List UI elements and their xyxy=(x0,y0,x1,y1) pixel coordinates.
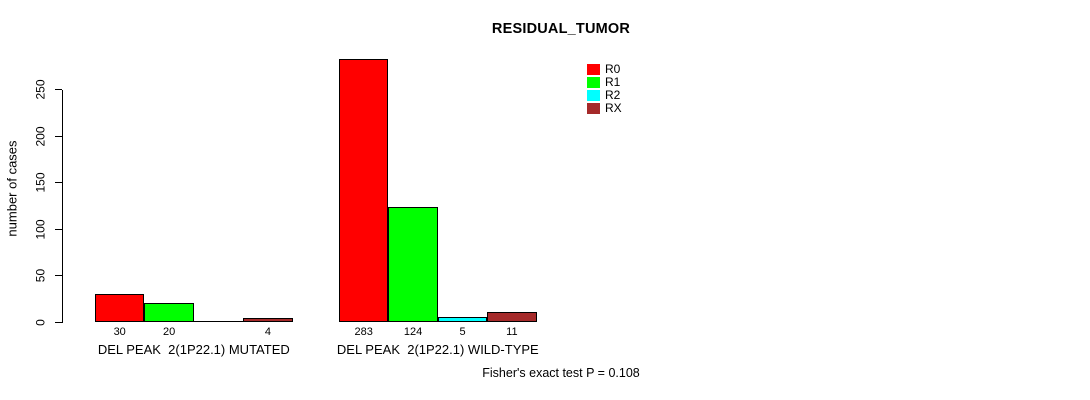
y-tick-200 xyxy=(55,135,62,137)
y-tick-label-250: 250 xyxy=(33,79,48,100)
bar-value-r1-group2: 124 xyxy=(403,326,423,338)
y-tick-label-100: 100 xyxy=(33,218,48,240)
bar-value-r0-group2: 283 xyxy=(354,326,373,338)
chart-title: RESIDUAL_TUMOR xyxy=(491,21,631,37)
bar-value-r1-group1: 20 xyxy=(162,326,176,338)
y-tick-label-50: 50 xyxy=(33,268,48,283)
y-tick-label-0: 0 xyxy=(33,318,48,326)
y-tick-label-200: 200 xyxy=(33,125,48,147)
legend-swatch-rx xyxy=(587,103,600,114)
legend-row-r1: R1 xyxy=(587,76,622,89)
y-tick-0 xyxy=(55,321,62,323)
y-tick-50 xyxy=(55,275,62,276)
legend-label-r1: R1 xyxy=(605,75,621,89)
fisher-test-footnote: Fisher's exact test P = 0.108 xyxy=(482,366,640,380)
legend-label-r2: R2 xyxy=(605,88,621,102)
y-tick-100 xyxy=(55,228,62,230)
bar-r1-group1 xyxy=(144,303,194,322)
bar-r0-group2 xyxy=(339,59,389,322)
category-label-group1: DEL PEAK 2(1P22.1) MUTATED xyxy=(97,342,290,357)
bar-value-rx-group2: 11 xyxy=(506,326,518,338)
y-axis-line xyxy=(62,89,63,323)
bar-r2-group1 xyxy=(193,321,244,322)
legend: R0 R1 R2 RX xyxy=(587,63,622,115)
bar-value-r0-group1: 30 xyxy=(113,326,126,338)
legend-row-rx: RX xyxy=(587,102,622,115)
legend-label-rx: RX xyxy=(605,101,622,115)
bar-r2-group2 xyxy=(437,317,488,322)
legend-row-r0: R0 xyxy=(587,63,622,76)
bar-rx-group1 xyxy=(243,318,293,322)
y-tick-250 xyxy=(55,89,62,90)
legend-swatch-r2 xyxy=(587,90,600,101)
category-label-group2: DEL PEAK 2(1P22.1) WILD-TYPE xyxy=(336,342,539,357)
bar-rx-group2 xyxy=(487,312,537,322)
y-tick-label-150: 150 xyxy=(33,172,48,193)
y-tick-150 xyxy=(55,182,62,183)
legend-label-r0: R0 xyxy=(605,62,621,76)
legend-swatch-r0 xyxy=(587,64,600,75)
legend-row-r2: R2 xyxy=(587,89,622,102)
legend-swatch-r1 xyxy=(587,77,600,88)
bar-value-r2-group2: 5 xyxy=(459,326,466,338)
bar-value-rx-group1: 4 xyxy=(264,326,271,338)
bar-r0-group1 xyxy=(95,294,145,322)
bar-r1-group2 xyxy=(388,207,438,322)
